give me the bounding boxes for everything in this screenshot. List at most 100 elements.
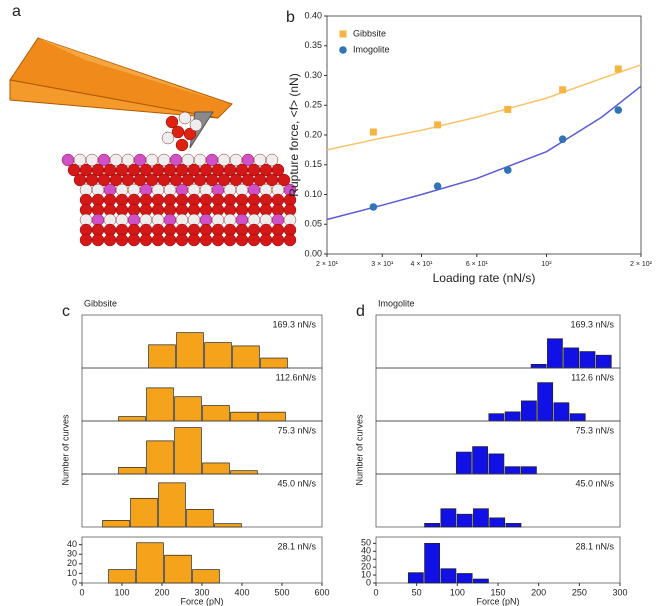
histogram-bar xyxy=(488,413,505,422)
histogram-bar xyxy=(504,466,521,475)
x-axis-label: Force (pN) xyxy=(476,596,519,606)
histogram-bar xyxy=(258,411,286,422)
x-tick-label: 600 xyxy=(314,587,329,597)
cantilever xyxy=(38,38,230,104)
x-axis-label: Loading rate (nN/s) xyxy=(433,271,536,285)
histogram-bar xyxy=(521,466,537,475)
histogram-bar xyxy=(473,508,489,528)
x-tick-label: 0 xyxy=(79,587,84,597)
y-tick-label: 20 xyxy=(361,562,371,572)
histogram-bar xyxy=(186,508,214,528)
histogram-bar xyxy=(176,332,204,369)
histogram-bar xyxy=(569,413,586,422)
histogram-bar xyxy=(530,363,547,369)
histogram-bar xyxy=(455,451,472,475)
y-tick-label: 50 xyxy=(361,538,371,548)
legend-label: Imogolite xyxy=(353,44,390,54)
rate-label: 169.3 nN/s xyxy=(272,319,316,329)
atom xyxy=(189,118,203,132)
atom xyxy=(277,173,291,187)
atom xyxy=(199,233,213,247)
x-tick-label: 250 xyxy=(572,587,587,597)
histogram-bar xyxy=(146,440,174,475)
x-tick-label: 2 × 10¹ xyxy=(316,261,339,268)
histogram-bar xyxy=(521,400,537,422)
histogram-bar xyxy=(456,573,473,584)
legend-marker xyxy=(339,46,347,54)
x-tick-label: 50 xyxy=(412,587,422,597)
x-axis-label: Force (pN) xyxy=(180,596,223,606)
x-tick-label: 10² xyxy=(541,261,552,268)
chart-title: Gibbsite xyxy=(84,298,117,308)
point xyxy=(558,135,567,143)
histogram-bar xyxy=(472,446,488,475)
legend-marker xyxy=(339,30,347,38)
rate-label: 45.0 nN/s xyxy=(575,478,614,488)
histogram-bar xyxy=(440,568,457,584)
atom xyxy=(271,233,285,247)
histogram-bar xyxy=(102,520,130,528)
point xyxy=(434,121,442,129)
x-tick-label: 3 × 10¹ xyxy=(371,261,394,268)
y-tick-label: 0.10 xyxy=(304,189,322,199)
atom xyxy=(265,153,279,167)
histogram-bar xyxy=(230,411,258,422)
histogram-bar xyxy=(456,513,473,528)
atom xyxy=(163,233,177,247)
atom xyxy=(247,233,261,247)
atom xyxy=(283,233,297,247)
x-tick-label: 400 xyxy=(234,587,249,597)
atom xyxy=(259,233,273,247)
x-tick-label: 4 × 10¹ xyxy=(411,261,434,268)
point xyxy=(614,65,622,73)
y-tick-label: 20 xyxy=(67,558,77,568)
atom xyxy=(139,233,153,247)
histogram-bar xyxy=(563,347,580,369)
histogram-bar xyxy=(148,344,176,369)
rate-label: 112.6nN/s xyxy=(276,372,317,382)
y-tick-label: 0.05 xyxy=(304,219,322,229)
y-tick-label: 0.30 xyxy=(304,70,322,80)
atom xyxy=(161,131,175,145)
y-tick-label: 30 xyxy=(67,549,77,559)
histogram-bar xyxy=(204,342,232,369)
histogram-bar xyxy=(136,542,164,584)
rate-label: 75.3 nN/s xyxy=(575,425,614,435)
histogram-bar xyxy=(130,497,158,528)
y-tick-label: 10 xyxy=(361,569,371,579)
histogram-bar xyxy=(174,427,202,475)
histogram-bar xyxy=(595,354,612,369)
atom xyxy=(115,233,129,247)
rate-label: 112.6 nN/s xyxy=(571,372,614,382)
histogram-bar xyxy=(489,517,506,528)
mineral-slab xyxy=(61,111,297,247)
y-tick-label: 0 xyxy=(72,577,77,587)
point xyxy=(369,128,377,136)
atom xyxy=(175,233,189,247)
atom xyxy=(211,233,225,247)
histogram-bar xyxy=(504,411,521,422)
legend-label: Gibbsite xyxy=(353,28,386,38)
point xyxy=(504,105,512,113)
panel-label: a xyxy=(12,3,21,20)
histogram-bar xyxy=(424,542,441,584)
x-tick-label: 300 xyxy=(194,587,209,597)
histogram-bar xyxy=(174,396,202,422)
fit-line xyxy=(326,85,642,221)
histogram-bar xyxy=(108,569,136,584)
x-tick-label: 6 × 10¹ xyxy=(466,261,489,268)
point xyxy=(369,203,378,211)
x-tick-label: 300 xyxy=(612,587,627,597)
histogram-bar xyxy=(230,470,258,475)
histogram-bar xyxy=(553,402,570,422)
rate-label: 45.0 nN/s xyxy=(277,478,316,488)
x-tick-label: 2 × 10² xyxy=(630,261,653,268)
histogram-bar xyxy=(579,351,596,369)
rate-label: 169.3 nN/s xyxy=(570,319,614,329)
atom xyxy=(151,233,165,247)
atom xyxy=(91,233,105,247)
point xyxy=(559,86,567,94)
histogram-bar xyxy=(192,569,220,584)
x-tick-label: 0 xyxy=(373,587,378,597)
